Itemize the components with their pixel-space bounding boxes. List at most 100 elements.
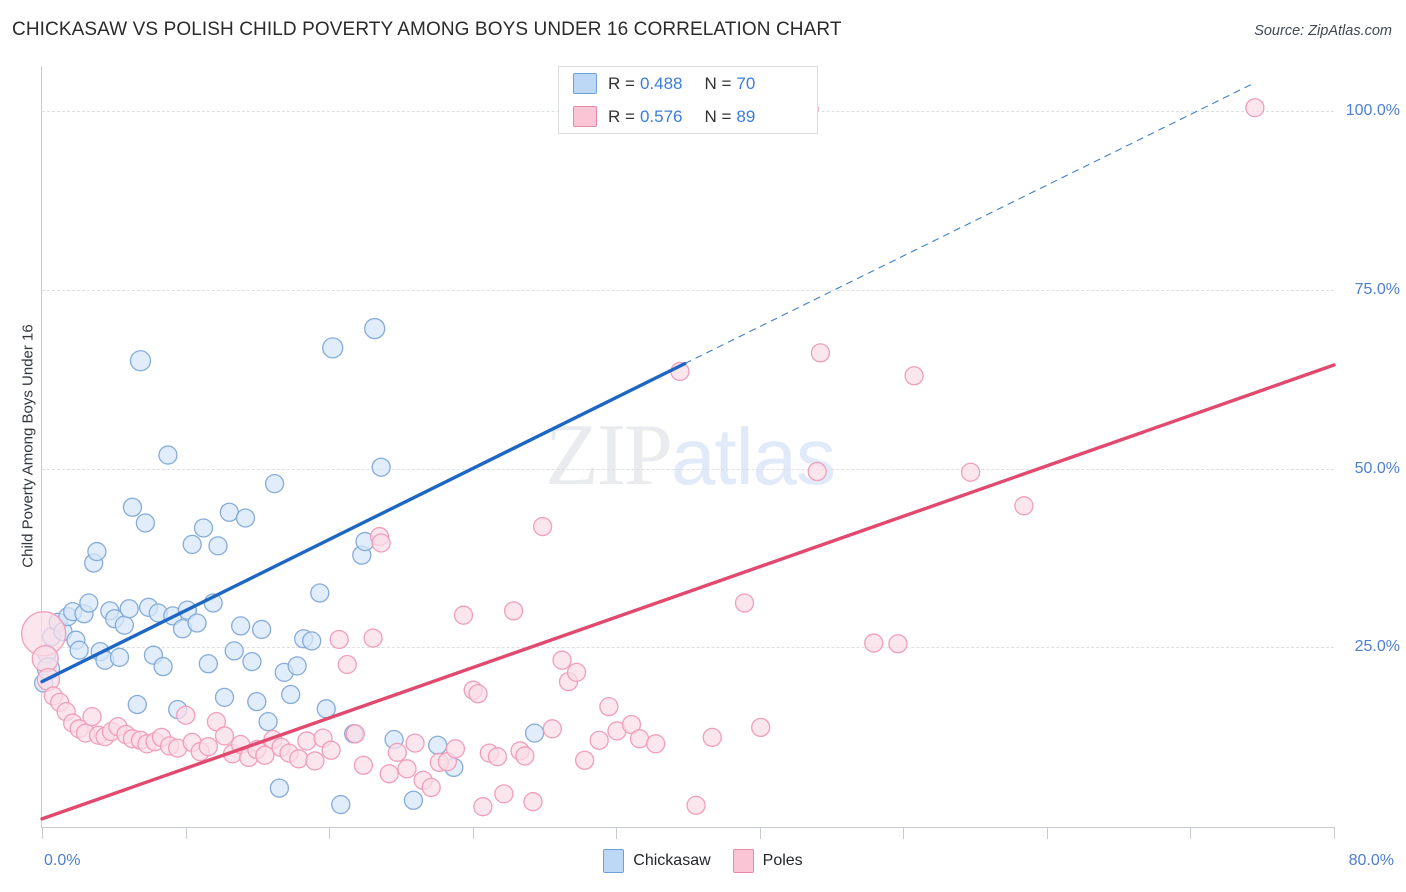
data-point <box>224 641 244 661</box>
data-point <box>214 687 235 708</box>
data-point <box>182 534 202 555</box>
correlation-legend: R = 0.488 N = 70 R = 0.576 N = 89 <box>558 66 818 134</box>
data-point <box>363 628 383 648</box>
data-point <box>129 350 152 372</box>
data-point <box>114 615 135 635</box>
y-axis-tick-label: 50.0% <box>1354 459 1400 477</box>
data-point <box>251 619 272 640</box>
data-point <box>371 457 391 477</box>
data-point <box>702 727 722 748</box>
data-point <box>646 734 666 754</box>
data-point <box>127 694 147 715</box>
gridline <box>42 468 1334 470</box>
data-point <box>904 366 924 386</box>
x-axis-line <box>41 827 1335 828</box>
data-point <box>686 795 706 815</box>
r-value: 0.488 <box>639 73 683 93</box>
data-point <box>82 707 102 727</box>
n-value: 70 <box>736 73 756 93</box>
data-point <box>109 647 130 667</box>
data-point <box>264 474 285 494</box>
data-point <box>135 513 156 533</box>
data-point <box>574 750 595 770</box>
data-point <box>322 337 344 359</box>
data-point <box>87 541 107 562</box>
data-point <box>364 317 386 340</box>
data-point <box>810 343 831 363</box>
data-point <box>158 445 178 465</box>
data-point <box>751 717 771 738</box>
data-point <box>345 724 365 744</box>
data-point <box>807 461 827 482</box>
x-axis-tick <box>329 827 331 839</box>
legend-item-chickasaw[interactable]: Chickasaw <box>603 849 711 873</box>
data-point <box>552 650 572 670</box>
data-point <box>533 516 553 537</box>
data-point <box>494 784 514 804</box>
data-point <box>230 616 251 636</box>
data-point <box>193 518 214 538</box>
series-poles <box>20 98 1265 817</box>
x-axis-tick <box>472 827 474 839</box>
data-point <box>599 697 619 717</box>
data-point <box>453 605 474 625</box>
data-point <box>206 712 227 732</box>
data-point <box>79 593 99 613</box>
data-point <box>242 651 262 672</box>
data-point <box>888 634 908 654</box>
data-point <box>198 737 218 757</box>
source-attribution: Source: ZipAtlas.com <box>1254 23 1392 39</box>
data-point <box>321 740 341 760</box>
correlation-row: R = 0.576 N = 89 <box>559 100 817 133</box>
y-axis-tick-label: 25.0% <box>1354 638 1400 656</box>
r-value: 0.576 <box>639 106 683 126</box>
y-axis-line <box>41 66 42 828</box>
data-point <box>269 778 290 798</box>
data-point <box>337 654 357 675</box>
data-point <box>629 729 650 749</box>
data-point <box>403 790 424 810</box>
data-point <box>1014 496 1034 516</box>
data-point <box>428 735 448 755</box>
data-point <box>621 714 642 735</box>
legend-label: Chickasaw <box>633 852 711 869</box>
data-point <box>289 749 309 769</box>
data-point <box>353 755 374 775</box>
trend-line-projection-chickasaw <box>684 82 1256 365</box>
x-axis-tick <box>903 827 905 839</box>
data-point <box>864 633 884 653</box>
r-label: R = <box>608 73 635 93</box>
trend-line-poles <box>40 363 1336 821</box>
data-point <box>515 746 535 766</box>
data-point <box>258 712 278 732</box>
data-point <box>287 656 307 676</box>
n-label: N = <box>704 73 732 93</box>
data-point <box>219 502 239 522</box>
x-axis-tick <box>1190 827 1192 839</box>
data-point <box>281 684 301 705</box>
data-point <box>310 583 330 603</box>
data-point <box>297 731 317 751</box>
data-point <box>247 691 267 712</box>
data-point <box>305 751 325 771</box>
data-point <box>69 640 89 660</box>
x-axis-tick <box>1334 827 1335 839</box>
data-point <box>214 726 235 746</box>
x-axis-tick <box>42 827 43 839</box>
y-axis-tick-label: 75.0% <box>1354 280 1400 298</box>
n-value: 89 <box>736 106 756 126</box>
data-point <box>542 719 562 739</box>
gridline <box>42 647 1334 649</box>
data-point <box>1245 98 1265 118</box>
poles-legend-swatch-icon <box>732 849 754 873</box>
n-label: N = <box>704 106 732 126</box>
legend-label: Poles <box>762 852 803 869</box>
data-point <box>198 654 218 674</box>
x-axis-tick <box>185 827 187 839</box>
series-legend: Chickasaw Poles <box>0 849 1406 873</box>
legend-item-poles[interactable]: Poles <box>732 849 803 873</box>
data-point <box>255 745 275 765</box>
data-point <box>208 536 228 556</box>
